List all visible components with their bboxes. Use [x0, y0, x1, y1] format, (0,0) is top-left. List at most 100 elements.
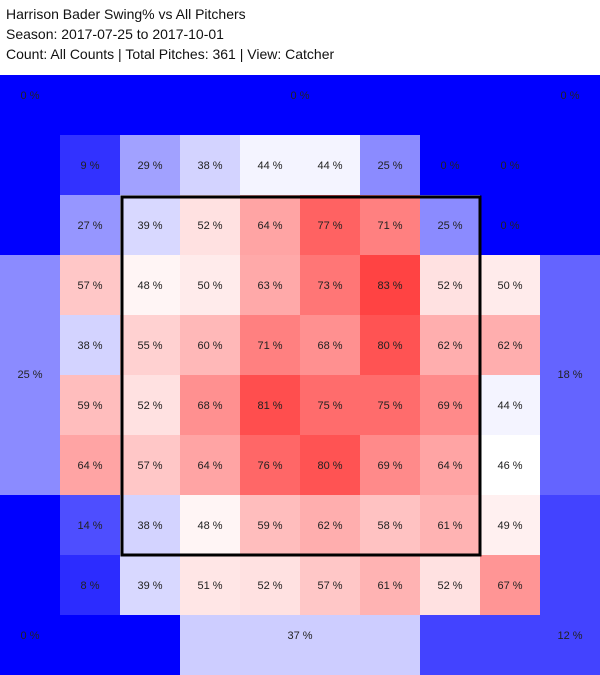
heatmap-cell-label: 52 % [437, 580, 462, 592]
heatmap-cell [60, 315, 120, 375]
heatmap-cell [420, 315, 480, 375]
heatmap-cell [180, 495, 240, 555]
heatmap-cell [120, 195, 180, 255]
heatmap-cell [480, 555, 540, 615]
heatmap-cell-label: 0 % [501, 160, 520, 172]
heatmap-cell-label: 71 % [377, 220, 402, 232]
heatmap-cell [240, 555, 300, 615]
outer-zone-label: 0 % [21, 630, 40, 642]
heatmap-cell [420, 555, 480, 615]
heatmap-cell-label: 52 % [437, 280, 462, 292]
heatmap-cell [360, 435, 420, 495]
heatmap-cell [240, 135, 300, 195]
heatmap-cell [480, 195, 540, 255]
heatmap-cell [360, 495, 420, 555]
heatmap-cell [420, 495, 480, 555]
heatmap-cell [240, 315, 300, 375]
heatmap-cell [60, 255, 120, 315]
heatmap-cell [420, 255, 480, 315]
outer-zone-label: 37 % [287, 630, 312, 642]
heatmap-cell [180, 315, 240, 375]
heatmap-cell [300, 495, 360, 555]
heatmap-cell [480, 375, 540, 435]
outer-zone-bottom [180, 615, 420, 675]
heatmap-cell-label: 69 % [377, 460, 402, 472]
heatmap-cell-label: 68 % [317, 340, 342, 352]
outer-zone-right [540, 255, 600, 495]
heatmap-cell-label: 38 % [197, 160, 222, 172]
heatmap-cell-label: 80 % [317, 460, 342, 472]
heatmap-cell [480, 435, 540, 495]
heatmap-cell-label: 0 % [441, 160, 460, 172]
heatmap-cell-label: 39 % [137, 580, 162, 592]
outer-zone-label: 0 % [291, 90, 310, 102]
heatmap-cell [420, 375, 480, 435]
heatmap-cell [120, 135, 180, 195]
heatmap-cell [480, 495, 540, 555]
chart-title: Harrison Bader Swing% vs All Pitchers [6, 6, 246, 22]
heatmap-cell-label: 62 % [437, 340, 462, 352]
heatmap-cell-label: 44 % [257, 160, 282, 172]
outer-zone-label: 0 % [561, 90, 580, 102]
heatmap-cell [300, 435, 360, 495]
heatmap-cell-label: 39 % [137, 220, 162, 232]
heatmap-cell [360, 375, 420, 435]
outer-zone-label: 25 % [17, 369, 42, 381]
heatmap-cell [360, 555, 420, 615]
heatmap-cell [180, 375, 240, 435]
heatmap-cell [240, 375, 300, 435]
outer-zone-left [0, 255, 60, 495]
heatmap-cell-label: 44 % [497, 400, 522, 412]
heatmap-cell-label: 25 % [377, 160, 402, 172]
heatmap-cell-label: 14 % [77, 520, 102, 532]
heatmap-cell-label: 81 % [257, 400, 282, 412]
heatmap-cell [180, 135, 240, 195]
heatmap-cell [360, 315, 420, 375]
heatmap-cell [60, 435, 120, 495]
heatmap-cell [240, 435, 300, 495]
heatmap-cell-label: 64 % [77, 460, 102, 472]
heatmap-cell-label: 76 % [257, 460, 282, 472]
heatmap-cell [60, 135, 120, 195]
chart-header: Harrison Bader Swing% vs All Pitchers Se… [6, 4, 334, 64]
heatmap-cell [480, 315, 540, 375]
heatmap-cell-label: 25 % [437, 220, 462, 232]
heatmap-cell-label: 38 % [77, 340, 102, 352]
heatmap-cell-label: 57 % [77, 280, 102, 292]
heatmap-cell-label: 68 % [197, 400, 222, 412]
heatmap-cell [120, 495, 180, 555]
heatmap-cell [120, 435, 180, 495]
heatmap-cell-label: 64 % [197, 460, 222, 472]
heatmap-cell-label: 52 % [137, 400, 162, 412]
heatmap-cell [360, 135, 420, 195]
heatmap-cell [300, 135, 360, 195]
heatmap-cell [240, 495, 300, 555]
heatmap-cell [300, 555, 360, 615]
count-summary: Count: All Counts | Total Pitches: 361 |… [6, 46, 335, 62]
heatmap-cell [360, 255, 420, 315]
heatmap-cell-label: 51 % [197, 580, 222, 592]
season-range: Season: 2017-07-25 to 2017-10-01 [6, 26, 224, 42]
heatmap-cell-label: 29 % [137, 160, 162, 172]
heatmap-cell [120, 315, 180, 375]
heatmap-cell-label: 57 % [137, 460, 162, 472]
heatmap-cell [420, 135, 480, 195]
heatmap-cell-label: 62 % [497, 340, 522, 352]
outer-zone-top [180, 75, 420, 135]
heatmap-cell-label: 48 % [197, 520, 222, 532]
heatmap-cell-label: 80 % [377, 340, 402, 352]
heatmap-cell-label: 52 % [257, 580, 282, 592]
heatmap-cell-label: 75 % [317, 400, 342, 412]
heatmap-cell [120, 375, 180, 435]
heatmap-cell [180, 435, 240, 495]
heatmap-cell [300, 195, 360, 255]
heatmap-cell-label: 64 % [257, 220, 282, 232]
heatmap-cell-label: 48 % [137, 280, 162, 292]
heatmap-cell-label: 55 % [137, 340, 162, 352]
heatmap-cell-label: 58 % [377, 520, 402, 532]
heatmap-cell-label: 57 % [317, 580, 342, 592]
heatmap-cell [180, 555, 240, 615]
heatmap-cell-label: 63 % [257, 280, 282, 292]
strike-zone-outline [120, 195, 482, 557]
